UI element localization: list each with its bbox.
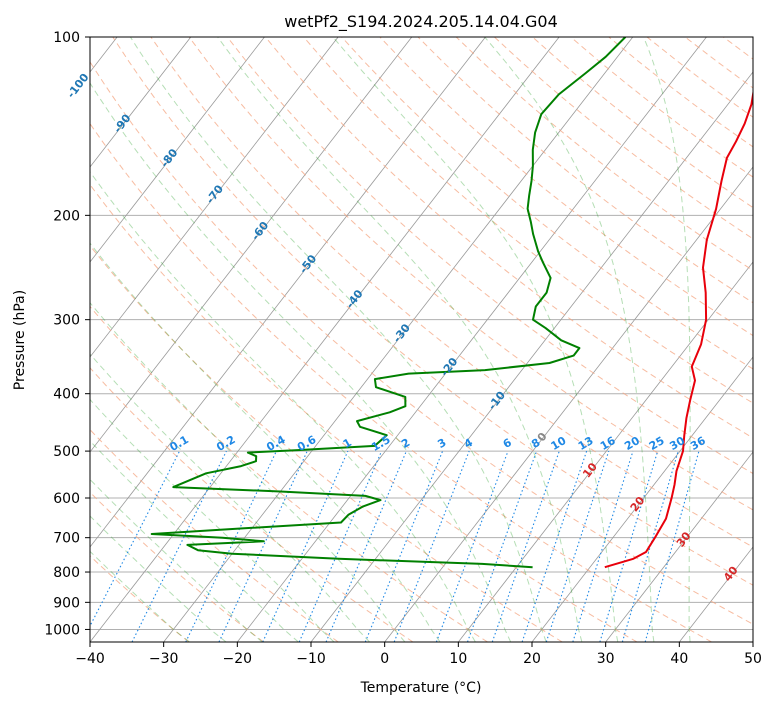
chart-title: wetPf2_S194.2024.205.14.04.G04 <box>284 12 558 32</box>
x-tick-label: −20 <box>223 651 253 667</box>
y-tick-label: 900 <box>53 595 80 611</box>
x-tick-label: 20 <box>523 651 541 667</box>
y-tick-label: 200 <box>53 208 80 224</box>
y-tick-label: 700 <box>53 531 80 547</box>
y-tick-label: 600 <box>53 491 80 507</box>
y-tick-label: 300 <box>53 313 80 329</box>
y-tick-label: 1000 <box>44 622 80 638</box>
x-tick-label: −30 <box>149 651 179 667</box>
y-tick-label: 100 <box>53 30 80 46</box>
x-tick-label: 30 <box>597 651 615 667</box>
x-tick-label: −40 <box>75 651 105 667</box>
x-tick-label: 0 <box>380 651 389 667</box>
x-tick-label: 10 <box>449 651 467 667</box>
y-tick-label: 800 <box>53 565 80 581</box>
x-tick-label: 50 <box>744 651 762 667</box>
x-tick-label: 40 <box>670 651 688 667</box>
y-tick-label: 500 <box>53 444 80 460</box>
y-axis-title: Pressure (hPa) <box>12 290 28 390</box>
x-tick-label: −10 <box>296 651 326 667</box>
y-tick-label: 400 <box>53 387 80 403</box>
x-axis-title: Temperature (°C) <box>360 680 482 696</box>
